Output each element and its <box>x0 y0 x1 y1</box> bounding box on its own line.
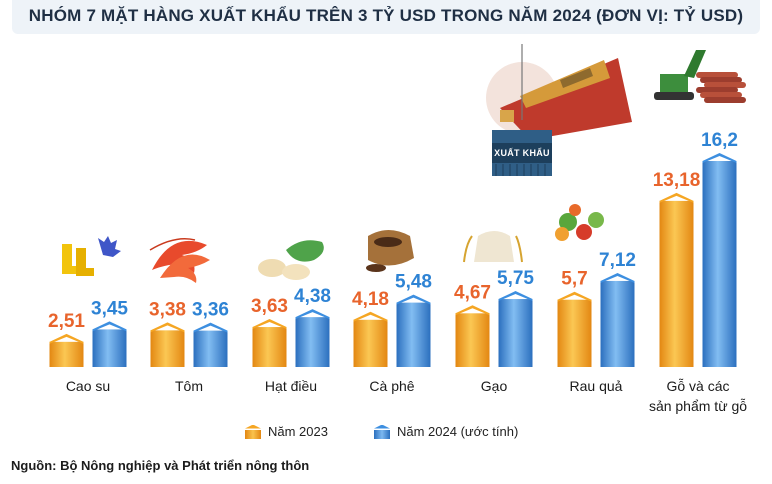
category-label-1: Tôm <box>175 378 203 394</box>
bar-cap-2024-3 <box>396 294 431 305</box>
value-label-2024-3: 5,48 <box>395 272 432 293</box>
bar-2024-6 <box>702 161 737 367</box>
legend-swatch-2024 <box>374 424 390 439</box>
value-label-2023-1: 3,38 <box>149 299 186 320</box>
value-label-2023-4: 4,67 <box>454 282 491 303</box>
value-label-2023-0: 2,51 <box>48 311 85 332</box>
excavator-logs-icon <box>654 50 746 103</box>
bar-2024-4 <box>498 299 533 367</box>
rice-sack-icon <box>463 231 523 263</box>
title-band <box>12 0 760 34</box>
bar-cap-2023-6 <box>659 192 694 203</box>
legend-label-2024: Năm 2024 (ước tính) <box>397 424 519 439</box>
legend-item-2023: Năm 2023 <box>245 424 328 439</box>
vegetables-icon <box>555 204 604 241</box>
bars-group <box>49 153 737 367</box>
bar-2024-1 <box>193 330 228 367</box>
value-label-2024-4: 5,75 <box>497 268 534 289</box>
bar-2024-2 <box>295 317 330 367</box>
bar-2023-0 <box>49 341 84 367</box>
category-label-3: Cà phê <box>369 378 414 394</box>
bar-cap-2024-2 <box>295 309 330 320</box>
bar-cap-2024-4 <box>498 291 533 302</box>
coffee-sack-icon <box>366 230 414 272</box>
value-label-2024-2: 4,38 <box>294 286 331 307</box>
value-label-2023-6: 13,18 <box>653 170 701 191</box>
bar-cap-2023-0 <box>49 333 84 344</box>
legend-item-2024: Năm 2024 (ước tính) <box>374 424 518 439</box>
value-label-2024-5: 7,12 <box>599 250 636 271</box>
value-label-2024-6: 16,2 <box>701 130 738 151</box>
value-label-2023-3: 4,18 <box>352 289 389 310</box>
illustrations <box>62 44 746 283</box>
bar-cap-2023-5 <box>557 291 592 302</box>
bar-cap-2024-6 <box>702 153 737 163</box>
legend-swatch-2023 <box>245 424 261 439</box>
bar-2023-1 <box>150 330 185 367</box>
bar-2023-5 <box>557 299 592 367</box>
labels-group: 2,51 3,45 Cao su 3,38 3,36 Tôm 3,63 4,38 Hạt điề… <box>48 130 747 414</box>
bar-2024-0 <box>92 329 127 367</box>
value-label-2023-2: 3,63 <box>251 296 288 317</box>
value-label-2024-1: 3,36 <box>192 300 229 321</box>
category-label-6-line-0: Gỗ và các <box>666 378 729 394</box>
export-banner: XUẤT KHẨU <box>492 143 552 163</box>
category-label-0: Cao su <box>66 378 110 394</box>
value-label-2023-5: 5,7 <box>561 269 587 290</box>
shrimp-icon <box>149 238 210 283</box>
bar-cap-2024-0 <box>92 321 127 332</box>
legend-label-2023: Năm 2023 <box>268 424 328 439</box>
chart-title: NHÓM 7 MẶT HÀNG XUẤT KHẨU TRÊN 3 TỶ USD … <box>28 6 744 25</box>
bar-cap-2023-4 <box>455 305 490 316</box>
bar-cap-2023-2 <box>252 319 287 330</box>
category-label-5: Rau quả <box>570 378 623 394</box>
bar-2023-2 <box>252 327 287 367</box>
source-note: Nguồn: Bộ Nông nghiệp và Phát triển nông… <box>11 458 310 473</box>
rubber-boots-icon <box>62 236 121 276</box>
bar-2024-5 <box>600 280 635 367</box>
value-label-2024-0: 3,45 <box>91 298 128 319</box>
bar-cap-2023-3 <box>353 311 388 322</box>
cashew-icon <box>258 240 324 280</box>
bar-cap-2023-1 <box>150 322 185 333</box>
bar-2024-3 <box>396 302 431 367</box>
bar-cap-2024-1 <box>193 322 228 333</box>
category-label-6-line-1: sản phẩm từ gỗ <box>649 398 747 414</box>
bar-2023-6 <box>659 200 694 367</box>
bar-2023-3 <box>353 319 388 367</box>
category-label-2: Hạt điều <box>265 378 317 394</box>
bar-2023-4 <box>455 313 490 367</box>
category-label-4: Gạo <box>481 378 508 394</box>
bar-cap-2024-5 <box>600 272 635 283</box>
